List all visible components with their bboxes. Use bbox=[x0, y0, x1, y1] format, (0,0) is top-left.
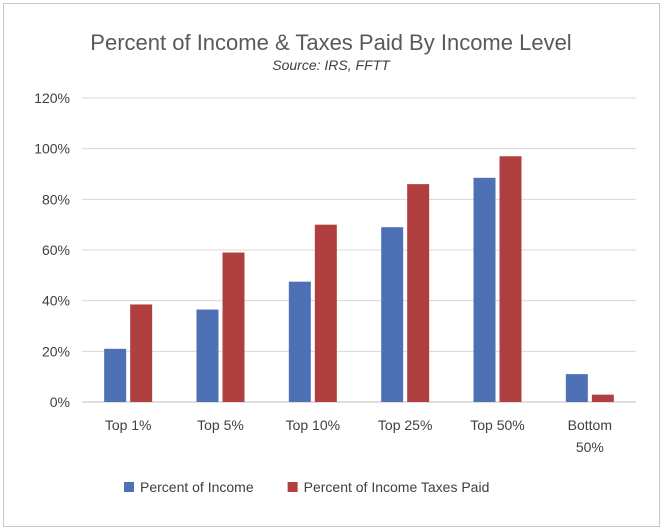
y-tick-label: 120% bbox=[34, 90, 70, 106]
bar-income-0 bbox=[104, 348, 127, 402]
y-tick-label: 100% bbox=[34, 141, 70, 157]
bar-chart: Percent of Income & Taxes Paid By Income… bbox=[34, 30, 636, 495]
y-axis-ticks: 0% 20% 40% 60% 80% 100% 120% bbox=[34, 90, 70, 410]
x-tick-label: 50% bbox=[576, 439, 604, 455]
bar-income-4 bbox=[473, 177, 496, 402]
bars bbox=[104, 156, 614, 402]
bar-taxes-4 bbox=[499, 156, 522, 402]
bar-income-5 bbox=[565, 374, 588, 402]
bar-taxes-0 bbox=[130, 304, 153, 402]
x-tick-label: Top 10% bbox=[286, 417, 340, 433]
bar-income-2 bbox=[288, 281, 311, 402]
bar-taxes-3 bbox=[407, 184, 430, 402]
y-tick-label: 60% bbox=[42, 242, 70, 258]
bar-taxes-2 bbox=[314, 224, 337, 402]
legend-label: Percent of Income Taxes Paid bbox=[304, 479, 490, 495]
x-tick-label: Bottom bbox=[568, 417, 612, 433]
chart-frame: Percent of Income & Taxes Paid By Income… bbox=[3, 3, 660, 527]
y-tick-label: 40% bbox=[42, 293, 70, 309]
x-tick-label: Top 1% bbox=[105, 417, 152, 433]
legend-swatch bbox=[287, 482, 298, 492]
legend: Percent of Income Percent of Income Taxes… bbox=[124, 479, 489, 495]
bar-taxes-5 bbox=[591, 394, 614, 402]
y-tick-label: 0% bbox=[50, 394, 70, 410]
x-tick-label: Top 25% bbox=[378, 417, 432, 433]
bar-taxes-1 bbox=[222, 252, 245, 402]
bar-income-1 bbox=[196, 309, 219, 402]
x-tick-label: Top 50% bbox=[470, 417, 524, 433]
y-tick-label: 20% bbox=[42, 343, 70, 359]
x-axis-ticks: Top 1% Top 5% Top 10% Top 25% Top 50% Bottom 5… bbox=[105, 417, 612, 455]
x-tick-label: Top 5% bbox=[197, 417, 244, 433]
legend-label: Percent of Income bbox=[140, 479, 254, 495]
chart-subtitle: Source: IRS, FFTT bbox=[272, 57, 391, 73]
gridlines bbox=[82, 97, 636, 403]
legend-swatch bbox=[124, 482, 134, 492]
chart-title: Percent of Income & Taxes Paid By Income… bbox=[90, 30, 571, 55]
bar-income-3 bbox=[381, 227, 404, 402]
y-tick-label: 80% bbox=[42, 191, 70, 207]
